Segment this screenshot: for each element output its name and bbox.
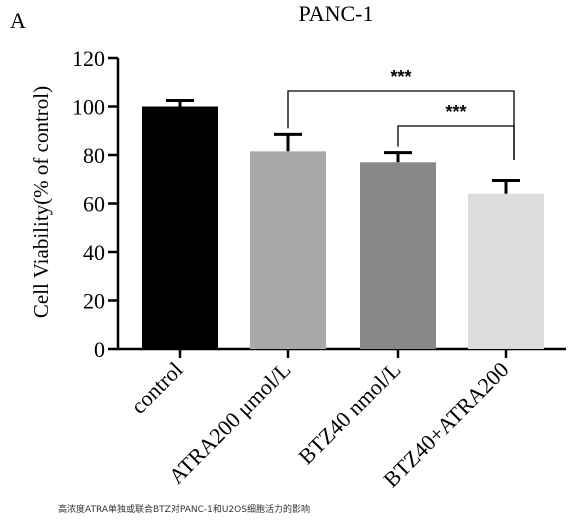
y-tick-label: 100 — [72, 95, 105, 120]
y-tick-label: 0 — [94, 337, 105, 362]
chart-title: PANC-1 — [299, 1, 374, 26]
x-tick-label: BTZ40 nmol/L — [293, 357, 405, 469]
bar — [468, 193, 544, 349]
y-tick-label: 120 — [72, 46, 105, 71]
bar — [142, 106, 218, 349]
y-axis-label: Cell Viability(% of control) — [29, 86, 53, 318]
y-tick-label: 60 — [83, 192, 105, 217]
significance-label: *** — [390, 67, 411, 87]
y-tick-label: 20 — [83, 289, 105, 314]
x-tick-label: control — [126, 357, 188, 419]
panel-label: A — [10, 8, 26, 33]
significance-label: *** — [445, 102, 466, 122]
y-tick-label: 80 — [83, 143, 105, 168]
significance-bracket — [397, 125, 515, 160]
bar — [360, 162, 436, 349]
y-tick-label: 40 — [83, 240, 105, 265]
figure-caption: 高浓度ATRA单独或联合BTZ对PANC-1和U2OS细胞活力的影响 — [58, 505, 310, 515]
bar — [250, 151, 326, 349]
